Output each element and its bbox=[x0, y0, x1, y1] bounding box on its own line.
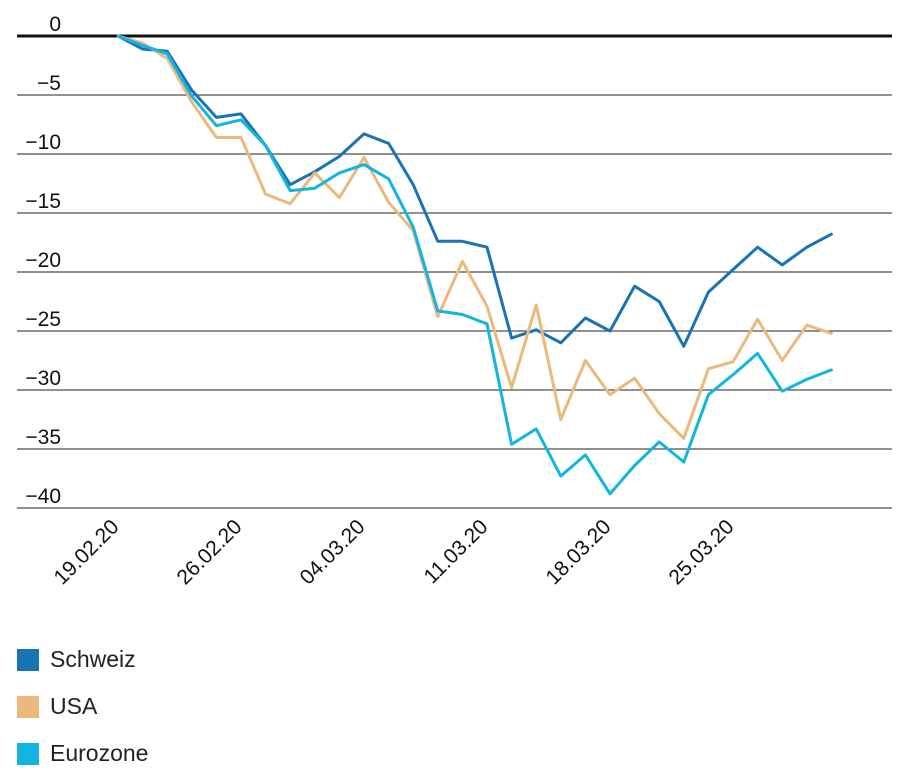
x-tick-label: 26.02.20 bbox=[172, 515, 246, 589]
series-line-usa bbox=[116, 34, 833, 440]
legend-swatch-usa bbox=[17, 695, 39, 718]
y-tick-label: −40 bbox=[25, 485, 61, 508]
legend-label-schweiz: Schweiz bbox=[50, 646, 136, 672]
legend: Schweiz USA Eurozone bbox=[17, 636, 148, 777]
y-tick-label: −20 bbox=[25, 249, 61, 272]
y-tick-label: 0 bbox=[49, 13, 61, 36]
y-tick-label: −25 bbox=[25, 308, 61, 331]
legend-swatch-eurozone bbox=[17, 742, 39, 765]
y-tick-label: −15 bbox=[25, 190, 61, 213]
legend-item-usa: USA bbox=[17, 683, 148, 730]
y-tick-label: −35 bbox=[25, 426, 61, 449]
line-chart: 0 −5 −10 −15 −20 −25 −30 −35 −40 19.02.20 26.02.2… bbox=[17, 13, 892, 589]
y-tick-label: −10 bbox=[25, 131, 61, 154]
x-axis-tick-labels: 19.02.20 26.02.20 04.03.20 11.03.20 18.03.20… bbox=[49, 515, 738, 589]
legend-item-eurozone: Eurozone bbox=[17, 730, 148, 777]
x-tick-label: 04.03.20 bbox=[295, 515, 369, 589]
x-tick-label: 25.03.20 bbox=[664, 515, 738, 589]
gridlines bbox=[17, 34, 892, 509]
y-tick-label: −30 bbox=[25, 367, 61, 390]
y-axis-tick-labels: 0 −5 −10 −15 −20 −25 −30 −35 −40 bbox=[25, 13, 61, 508]
legend-label-eurozone: Eurozone bbox=[50, 740, 149, 766]
series-line-eurozone bbox=[116, 34, 833, 496]
series-lines bbox=[116, 34, 833, 496]
legend-item-schweiz: Schweiz bbox=[17, 636, 148, 683]
x-tick-label: 18.03.20 bbox=[541, 515, 615, 589]
x-tick-label: 19.02.20 bbox=[49, 515, 123, 589]
legend-swatch-schweiz bbox=[17, 648, 39, 671]
legend-label-usa: USA bbox=[50, 693, 98, 719]
x-tick-label: 11.03.20 bbox=[420, 515, 493, 588]
y-tick-label: −5 bbox=[37, 72, 61, 95]
series-line-schweiz bbox=[116, 34, 833, 348]
